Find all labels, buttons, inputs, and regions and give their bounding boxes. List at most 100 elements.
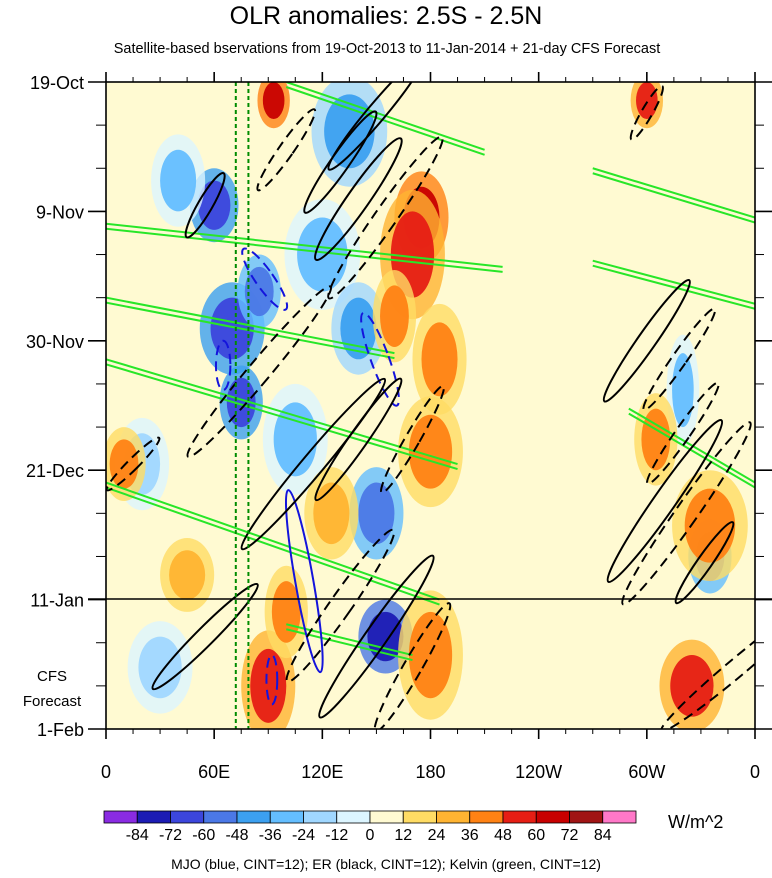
olr-anomaly-core-5 — [297, 217, 348, 292]
x-tick-label-1: 60E — [198, 762, 230, 782]
colorbar-label-5: -24 — [292, 827, 315, 844]
er-contour-18 — [314, 377, 403, 502]
colorbar-label-7: 0 — [366, 827, 375, 844]
er-contour-22 — [621, 421, 752, 606]
er-contour-17 — [380, 384, 445, 494]
er-contour-27 — [646, 381, 720, 485]
x-tick-label-3: 180 — [415, 762, 445, 782]
colorbar-swatch-2 — [170, 810, 205, 824]
colorbar-label-2: -60 — [192, 827, 215, 844]
olr-anomaly-core-9 — [367, 611, 404, 662]
colorbar-swatch-1 — [136, 810, 171, 824]
x-tick-label-6: 0 — [750, 762, 760, 782]
er-contour-5 — [184, 172, 226, 239]
colorbar-label-13: 72 — [561, 827, 579, 844]
y-tick-label-2: 30-Nov — [26, 332, 84, 352]
colorbar-swatch-11 — [469, 810, 504, 824]
olr-anomaly-core-30 — [169, 550, 206, 600]
er-contour-12 — [151, 582, 259, 691]
olr-anomaly-core-22 — [271, 581, 301, 643]
y-tick-label-5: 1-Feb — [37, 720, 84, 740]
er-contour-13 — [106, 436, 161, 492]
colorbar-swatch-12 — [502, 810, 537, 824]
colorbar-swatch-5 — [269, 810, 304, 824]
olr-anomaly-core-1 — [160, 149, 197, 212]
colorbar-label-10: 36 — [461, 827, 479, 844]
mjo-contour-3 — [265, 654, 279, 706]
chart-footer: MJO (blue, CINT=12); ER (black, CINT=12)… — [171, 856, 601, 872]
olr-anomaly-core-10 — [273, 402, 317, 477]
olr-anomaly-core-17 — [380, 285, 409, 347]
kelvin-contour-4-0 — [106, 481, 440, 601]
olr-anomaly-core-8 — [358, 482, 395, 545]
colorbar-label-6: -12 — [325, 827, 348, 844]
y-tick-label-4: 11-Jan — [30, 591, 84, 611]
olr-anomaly-core-19 — [408, 414, 453, 489]
colorbar-label-1: -72 — [159, 827, 182, 844]
olr-anomaly-core-20 — [262, 82, 285, 119]
mjo-contour-2 — [360, 311, 400, 407]
colorbar-swatch-9 — [402, 810, 437, 824]
olr-anomaly-core-7 — [340, 297, 377, 360]
er-contour-15 — [318, 554, 435, 719]
colorbar-label-3: -48 — [225, 827, 248, 844]
olr-anomaly-core-14 — [672, 353, 694, 428]
colorbar-swatch-14 — [569, 810, 604, 824]
kelvin-contour-4-1 — [106, 486, 440, 606]
colorbar-swatch-10 — [436, 810, 471, 824]
kelvin-contour-3-0 — [106, 358, 458, 465]
colorbar-swatch-6 — [303, 810, 338, 824]
kelvin-contour-8-0 — [628, 407, 755, 484]
forecast-label-line2: Forecast — [23, 693, 82, 710]
mjo-contour-0 — [284, 489, 324, 674]
colorbar-label-11: 48 — [494, 827, 512, 844]
olr-anomaly-core-18 — [421, 322, 458, 397]
er-contour-20 — [642, 307, 717, 411]
olr-anomaly-core-29 — [313, 482, 350, 545]
kelvin-contour-3-1 — [106, 363, 458, 470]
olr-anomaly-core-26 — [636, 82, 658, 119]
colorbar-swatch-15 — [602, 810, 637, 824]
olr-anomaly-core-4 — [244, 266, 274, 317]
y-tick-label-0: 19-Oct — [30, 73, 84, 93]
colorbar-label-8: 12 — [394, 827, 412, 844]
y-tick-label-3: 21-Dec — [26, 461, 84, 481]
mjo-contour-4 — [214, 339, 232, 392]
kelvin-contour-8-1 — [628, 412, 755, 489]
colorbar-label-4: -36 — [259, 827, 282, 844]
er-contour-21 — [606, 419, 724, 584]
colorbar-swatch-3 — [203, 810, 238, 824]
er-contour-19 — [602, 279, 691, 403]
olr-anomaly-core-28 — [109, 439, 139, 489]
er-contour-7 — [327, 135, 444, 300]
er-contour-11 — [186, 285, 333, 458]
kelvin-contour-1-0 — [106, 222, 503, 268]
er-contour-23 — [674, 521, 735, 605]
kelvin-contour-7-0 — [592, 259, 755, 305]
kelvin-contour-1-1 — [106, 227, 503, 273]
colorbar-swatch-8 — [369, 810, 404, 824]
kelvin-contour-5-0 — [286, 623, 413, 657]
er-contour-8 — [256, 108, 317, 192]
colorbar-swatch-4 — [236, 810, 271, 824]
kelvin-contour-6-1 — [592, 172, 755, 224]
chart-subtitle: Satellite-based bservations from 19-Oct-… — [113, 41, 661, 57]
x-tick-label-4: 120W — [515, 762, 562, 782]
er-contour-16 — [373, 602, 452, 729]
colorbar-label-0: -84 — [126, 827, 149, 844]
y-tick-label-1: 9-Nov — [36, 202, 84, 222]
colorbar-label-14: 84 — [594, 827, 612, 844]
er-contour-26 — [327, 82, 426, 171]
x-tick-label-5: 60W — [628, 762, 665, 782]
er-contour-14 — [285, 528, 396, 683]
kelvin-contour-2-1 — [106, 301, 395, 360]
kelvin-contour-6-0 — [592, 167, 755, 219]
x-tick-label-0: 0 — [101, 762, 111, 782]
units-label: W/m^2 — [668, 812, 724, 832]
er-contour-24 — [660, 602, 755, 729]
olr-anomaly-core-24 — [670, 655, 714, 717]
olr-anomaly-core-21 — [250, 648, 287, 723]
colorbar-label-9: 24 — [428, 827, 446, 844]
colorbar-swatch-13 — [535, 810, 570, 824]
